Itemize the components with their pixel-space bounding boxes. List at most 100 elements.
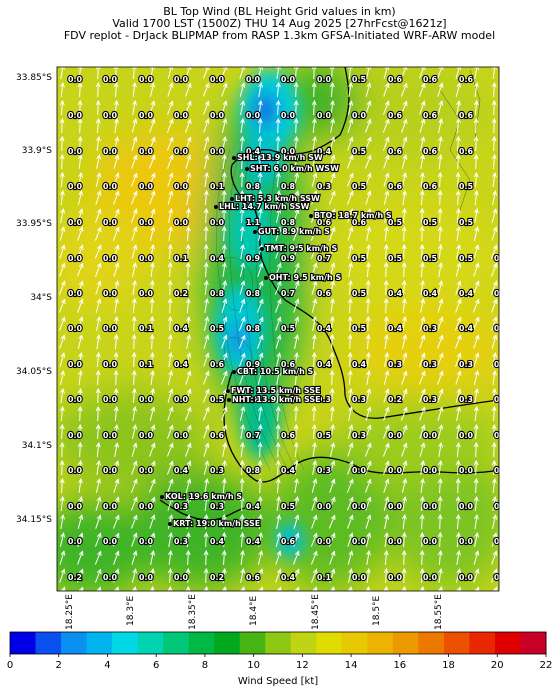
station-label: KOL: 19.6 km/h S (165, 492, 242, 501)
wind-arrow (132, 405, 137, 421)
wind-arrow (149, 532, 156, 547)
grid-value-label: 0.0 (68, 147, 83, 156)
station-dot[interactable] (264, 276, 268, 280)
wind-arrow (78, 496, 84, 511)
wind-arrow (132, 586, 137, 591)
station-dot[interactable] (214, 205, 218, 209)
wind-arrow (401, 585, 407, 591)
grid-value-label: 0.8 (246, 466, 261, 475)
wind-arrow (77, 441, 83, 458)
wind-arrow (347, 279, 353, 296)
station-dot[interactable] (260, 247, 264, 251)
wind-arrow (418, 388, 426, 403)
wind-arrow (59, 423, 65, 440)
wind-arrow (149, 424, 156, 439)
wind-arrow (77, 423, 83, 440)
wind-arrow (185, 279, 191, 296)
wind-arrow (474, 207, 479, 223)
wind-arrow (131, 81, 137, 98)
station-dot[interactable] (226, 389, 230, 393)
wind-arrow (257, 67, 264, 79)
wind-arrow (491, 153, 497, 170)
wind-arrow (184, 118, 192, 133)
wind-arrow (366, 369, 371, 385)
wind-arrow (130, 190, 138, 205)
wind-arrow (222, 261, 227, 278)
lat-label: 33.95°S (16, 219, 52, 229)
wind-arrow (239, 135, 245, 152)
grid-value-label: 0.0 (352, 537, 367, 546)
station-dot[interactable] (230, 197, 234, 201)
grid-value-label: 1.1 (246, 218, 261, 227)
wind-arrow (437, 100, 444, 115)
wind-arrow (364, 154, 372, 169)
station-dot[interactable] (253, 230, 257, 234)
wind-arrow (419, 352, 426, 367)
wind-arrow (401, 136, 408, 151)
wind-arrow (256, 316, 264, 331)
wind-arrow (294, 334, 300, 349)
wind-arrow (77, 550, 84, 565)
wind-arrow (419, 585, 425, 591)
grid-value-label: 0.0 (210, 147, 225, 156)
station-dot[interactable] (245, 167, 249, 171)
wind-arrow (328, 496, 336, 511)
wind-arrow (148, 172, 156, 187)
wind-arrow (436, 352, 444, 367)
colorbar-tick-label: 22 (540, 660, 553, 671)
grid-value-label: 0.6 (423, 182, 438, 191)
grid-value-label: 0.5 (459, 218, 474, 227)
wind-arrow (274, 280, 282, 295)
grid-value-label: 0.5 (423, 254, 438, 263)
wind-arrow (293, 496, 300, 511)
wind-arrow (220, 67, 228, 79)
wind-arrow (473, 441, 479, 458)
grid-value-label: 0.8 (281, 182, 296, 191)
station-label: OHT: 9.5 km/h S (269, 273, 342, 282)
colorbar-swatch (35, 632, 62, 654)
wind-arrow (78, 171, 83, 187)
wind-arrow (330, 297, 335, 313)
station-dot[interactable] (227, 398, 231, 402)
grid-value-label: 0.0 (103, 182, 118, 191)
wind-arrow (184, 424, 192, 439)
wind-arrow (185, 154, 192, 169)
grid-value-label: 0.0 (494, 573, 509, 582)
station-dot[interactable] (232, 156, 236, 160)
wind-arrow (384, 352, 390, 367)
wind-arrow (94, 550, 102, 565)
wind-arrow (419, 513, 425, 530)
grid-value-label: 0.4 (246, 147, 261, 156)
wind-arrow (221, 424, 228, 439)
wind-arrow (220, 352, 228, 367)
station-dot[interactable] (168, 522, 172, 526)
wind-arrow (167, 388, 174, 403)
station-dot[interactable] (309, 214, 313, 218)
station-dot[interactable] (232, 370, 236, 374)
wind-arrow (365, 297, 371, 314)
wind-arrow (59, 495, 65, 512)
wind-arrow (221, 207, 227, 224)
wind-arrow (292, 244, 300, 259)
wind-arrow (149, 82, 156, 97)
wind-arrow (347, 315, 353, 332)
wind-arrow (59, 244, 66, 259)
grid-value-label: 0.0 (494, 537, 509, 546)
wind-arrow (294, 351, 299, 367)
wind-arrow (420, 154, 425, 169)
wind-arrow (258, 226, 264, 241)
wind-arrow (402, 189, 407, 205)
grid-value-label: 0.1 (317, 573, 332, 582)
wind-arrow (419, 136, 426, 151)
wind-arrow (311, 586, 318, 591)
wind-arrow (185, 585, 191, 591)
grid-value-label: 0.0 (317, 75, 332, 84)
wind-arrow (275, 153, 281, 170)
wind-arrow (491, 208, 498, 223)
station-dot[interactable] (160, 495, 164, 499)
wind-arrow (311, 172, 318, 187)
wind-arrow (113, 568, 120, 583)
wind-arrow (148, 154, 156, 169)
wind-arrow (419, 567, 425, 584)
wind-arrow (131, 226, 138, 241)
